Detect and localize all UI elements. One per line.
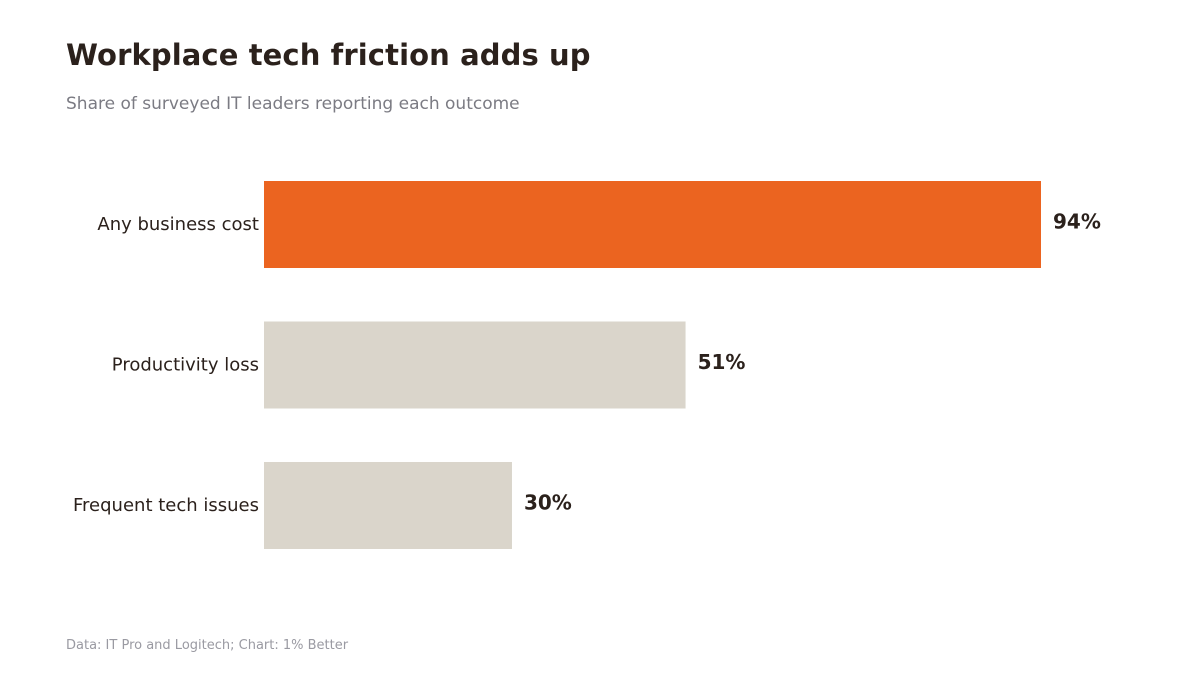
- chart-title: Workplace tech friction adds up: [66, 38, 591, 72]
- value-label-frequent-tech-issues: 30%: [524, 491, 572, 515]
- chart-subtitle: Share of surveyed IT leaders reporting e…: [66, 94, 520, 114]
- bar-productivity-loss: [264, 321, 686, 409]
- category-label-productivity-loss: Productivity loss: [112, 355, 259, 376]
- value-label-productivity-loss: 51%: [698, 350, 746, 374]
- category-label-frequent-tech-issues: Frequent tech issues: [73, 495, 259, 516]
- value-label-any-business-cost: 94%: [1053, 210, 1101, 234]
- bar-any-business-cost: [264, 181, 1041, 268]
- source-note: Data: IT Pro and Logitech; Chart: 1% Bet…: [66, 638, 349, 653]
- bar-frequent-tech-issues: [264, 462, 512, 549]
- category-label-any-business-cost: Any business cost: [97, 214, 259, 235]
